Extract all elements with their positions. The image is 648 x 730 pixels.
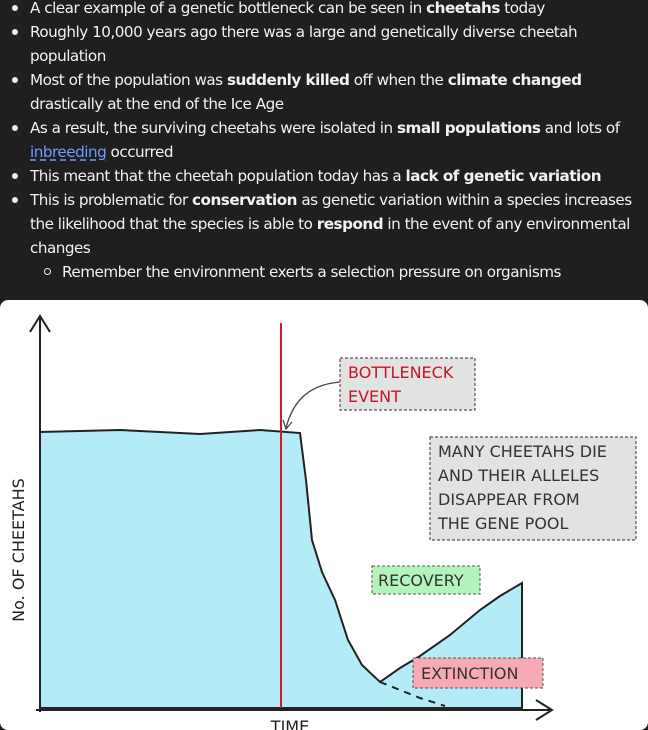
diagram-panel: BOTTLENECK EVENT MANY CHEETAHS DIE AND T… [0, 300, 648, 730]
text: A clear example of a genetic bottleneck … [30, 0, 427, 17]
bullet-list: A clear example of a genetic bottleneck … [0, 0, 648, 284]
sub-list: Remember the environment exerts a select… [30, 260, 648, 284]
callout-arrow [285, 381, 341, 429]
extinction-line [379, 681, 446, 707]
extinction-box [412, 657, 544, 689]
text: As a result, the surviving cheetahs were… [30, 119, 397, 137]
callout-text: BOTTLENECK [348, 363, 454, 382]
bullet-item: As a result, the surviving cheetahs were… [12, 116, 648, 164]
note-text: DISAPPEAR FROM [438, 490, 580, 509]
bullet-item: This is problematic for conservation as … [12, 188, 648, 284]
text: drastically at the end of the Ice Age [30, 95, 284, 113]
text: Roughly 10,000 years ago there was a lar… [30, 23, 578, 65]
bold-text: cheetahs [426, 0, 500, 17]
text: occurred [106, 143, 174, 161]
bold-text: respond [316, 215, 384, 233]
x-axis-label: TIME [270, 717, 309, 730]
bullet-item: This meant that the cheetah population t… [12, 164, 648, 188]
note-text: AND THEIR ALLELES [438, 466, 599, 485]
bold-text: conservation [192, 191, 297, 209]
recovery-text: RECOVERY [378, 571, 464, 590]
bullet-item: Most of the population was suddenly kill… [12, 68, 648, 116]
bold-text: climate changed [447, 71, 582, 89]
bold-text: small populations [396, 119, 541, 137]
diagram: BOTTLENECK EVENT MANY CHEETAHS DIE AND T… [9, 314, 637, 730]
bottleneck-box [339, 357, 476, 411]
recovery-box [371, 565, 481, 595]
extinction-text: EXTINCTION [421, 664, 518, 683]
link[interactable]: inbreeding [30, 143, 107, 161]
note-box [429, 436, 637, 541]
x-arrow [535, 699, 554, 721]
y-arrow [29, 314, 51, 333]
callout-text: EVENT [348, 387, 401, 406]
y-axis-label: No. OF CHEETAHS [9, 478, 28, 622]
text: off when the [349, 71, 448, 89]
text: This is problematic for [30, 191, 193, 209]
sub-bullet-item: Remember the environment exerts a select… [44, 260, 648, 284]
bullet-item: A clear example of a genetic bottleneck … [12, 0, 648, 20]
callout-arrowhead [282, 419, 293, 431]
text: This meant that the cheetah population t… [30, 167, 406, 185]
bold-text: lack of genetic variation [405, 167, 602, 185]
text: Most of the population was [30, 71, 227, 89]
text: as genetic variation within a species in… [30, 191, 632, 233]
text: in the event of any environmental change… [30, 215, 630, 257]
note-text: MANY CHEETAHS DIE [438, 442, 607, 461]
text: today [499, 0, 545, 17]
bold-text: suddenly killed [226, 71, 350, 89]
text: and lots of [540, 119, 620, 137]
bullet-item: Roughly 10,000 years ago there was a lar… [12, 20, 648, 68]
note-text: THE GENE POOL [437, 514, 569, 533]
